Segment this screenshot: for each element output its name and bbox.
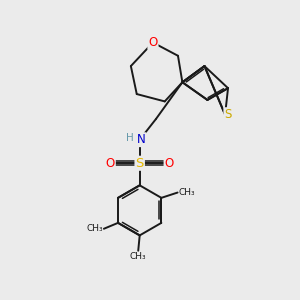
Text: O: O <box>106 157 115 170</box>
Text: CH₃: CH₃ <box>130 253 146 262</box>
Text: S: S <box>224 108 232 121</box>
Text: N: N <box>137 133 146 146</box>
Text: CH₃: CH₃ <box>86 224 103 233</box>
Text: CH₃: CH₃ <box>179 188 195 197</box>
Text: O: O <box>164 157 174 170</box>
Text: S: S <box>136 157 144 170</box>
Text: O: O <box>148 36 158 49</box>
Text: H: H <box>126 133 134 143</box>
